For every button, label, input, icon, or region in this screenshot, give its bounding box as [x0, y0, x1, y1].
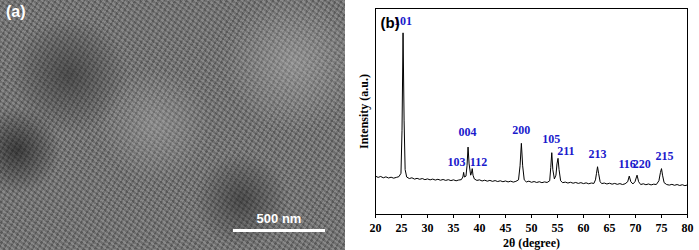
svg-text:50: 50 — [526, 221, 538, 235]
svg-text:105: 105 — [542, 132, 561, 147]
svg-text:211: 211 — [557, 144, 574, 158]
svg-text:004: 004 — [459, 125, 477, 139]
svg-text:60: 60 — [578, 221, 590, 235]
svg-text:30: 30 — [422, 221, 434, 235]
svg-text:20: 20 — [370, 221, 382, 235]
svg-text:2θ (degree): 2θ (degree) — [503, 236, 560, 250]
svg-text:103: 103 — [448, 155, 466, 169]
html-text:500 nm: 500 nm — [256, 211, 302, 226]
svg-text:55: 55 — [552, 221, 564, 235]
svg-text:200: 200 — [512, 123, 530, 137]
svg-text:Intensity (a.u.): Intensity (a.u.) — [357, 74, 371, 149]
svg-text:116: 116 — [618, 156, 636, 171]
svg-text:80: 80 — [682, 221, 694, 235]
html-text:(a): (a) — [6, 3, 26, 20]
svg-text:25: 25 — [396, 221, 408, 235]
svg-text:220: 220 — [633, 157, 651, 171]
svg-text:112: 112 — [470, 155, 487, 169]
svg-text:215: 215 — [656, 149, 674, 163]
svg-text:75: 75 — [656, 221, 668, 235]
svg-text:70: 70 — [630, 221, 642, 235]
svg-text:(b): (b) — [381, 14, 400, 31]
svg-text:101: 101 — [394, 14, 413, 29]
svg-text:35: 35 — [448, 221, 460, 235]
svg-text:45: 45 — [500, 221, 512, 235]
svg-text:213: 213 — [589, 147, 607, 161]
svg-text:40: 40 — [474, 221, 486, 235]
svg-text:65: 65 — [604, 221, 616, 235]
